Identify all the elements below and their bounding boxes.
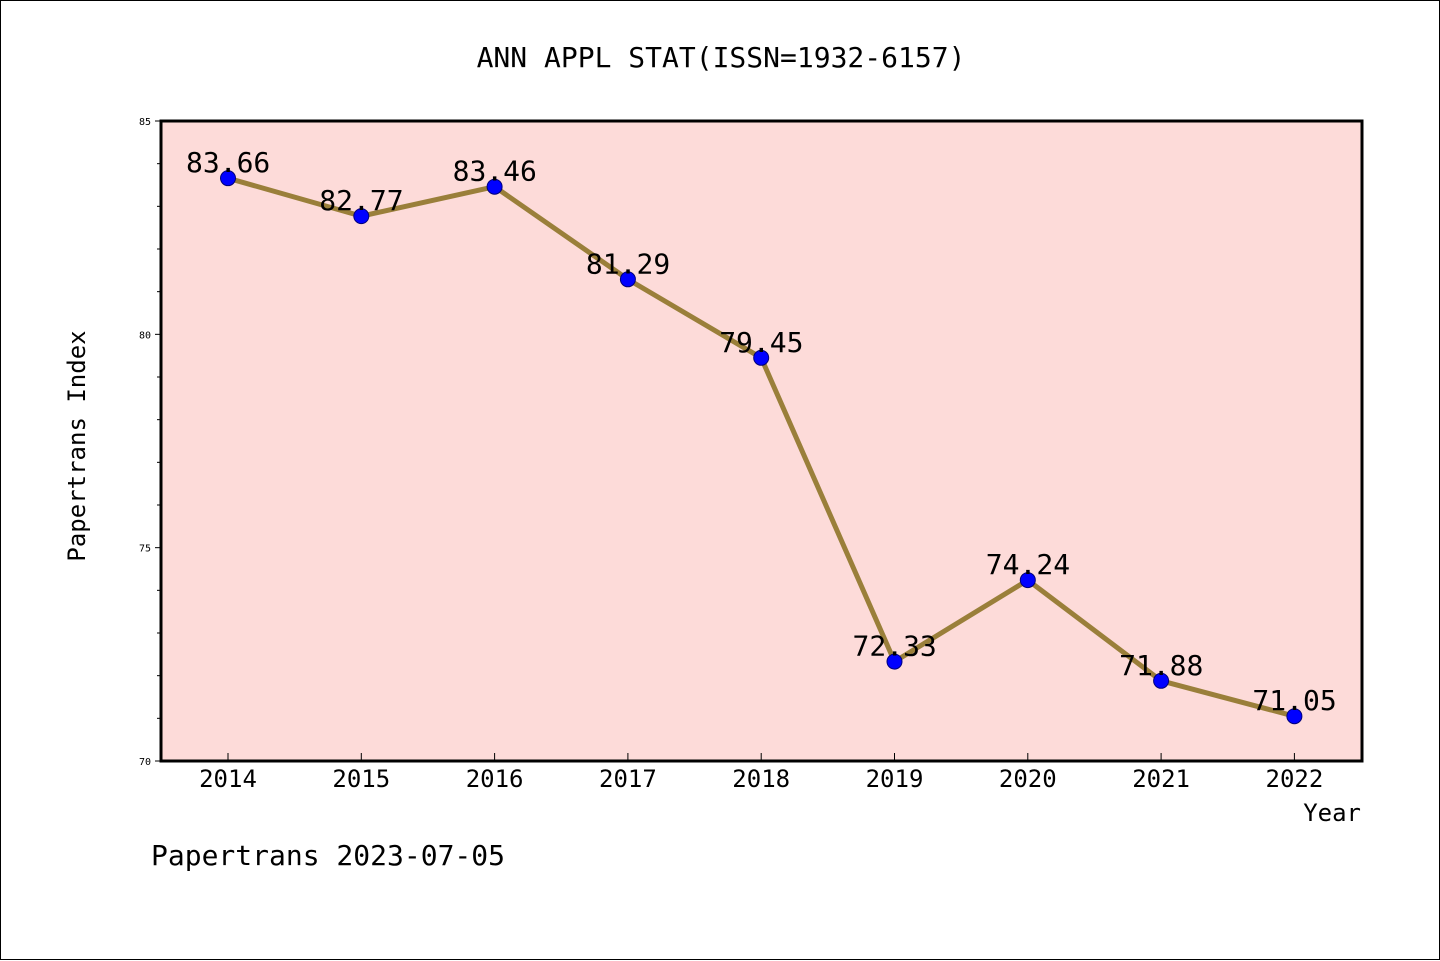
x-tick-label: 2022 [1266,765,1324,793]
x-tick-label: 2019 [866,765,924,793]
data-point [486,178,503,195]
data-point [353,208,370,225]
data-label: 72.33 [853,630,937,663]
y-tick-label: 85 [139,117,151,128]
data-label: 71.05 [1252,684,1336,717]
data-label: 83.66 [186,146,270,179]
data-label: 81.29 [586,247,670,280]
data-labels-group: 83.66 82.77 83.46 81.29 79.45 72.33 74.24 71.88… [186,146,1337,717]
data-point [1153,672,1170,689]
plot-area [159,119,1364,763]
y-axis-ticks: 70 75 80 85 [139,117,161,768]
data-label: 83.46 [453,155,537,188]
data-point [753,349,770,366]
x-tick-label: 2020 [999,765,1057,793]
data-label: 71.88 [1119,649,1203,682]
data-points-group [220,170,1303,725]
chart-title: ANN APPL STAT(ISSN=1932-6157) [477,41,966,74]
y-tick-label: 70 [139,757,151,768]
x-tick-label: 2018 [732,765,790,793]
data-label: 79.45 [719,326,803,359]
data-point [220,170,236,187]
x-axis-label: Year [1303,799,1361,827]
data-label: 74.24 [986,548,1070,581]
x-tick-label: 2016 [466,765,524,793]
data-point [619,271,636,288]
x-tick-label: 2017 [599,765,657,793]
x-tick-label: 2021 [1132,765,1190,793]
x-tick-label: 2014 [199,765,257,793]
data-point [1286,708,1303,725]
footer-credit: Papertrans 2023-07-05 [151,839,505,872]
y-axis-label: Papertrans Index [63,330,91,561]
data-label: 82.77 [319,184,403,217]
x-tick-label: 2015 [332,765,390,793]
data-point [886,653,903,670]
y-tick-label: 80 [139,330,151,341]
x-axis-ticks: 2014 2015 2016 2017 2018 2019 2020 2021 2022 [199,753,1323,793]
data-point [1019,572,1036,589]
y-tick-label: 75 [139,544,151,555]
